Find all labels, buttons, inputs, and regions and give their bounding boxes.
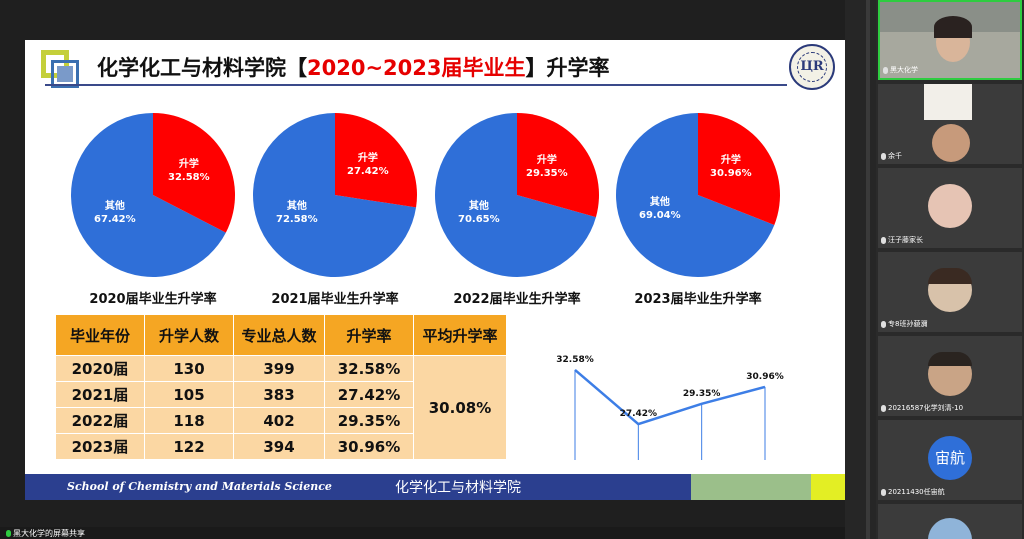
pie-study-label: 升学 27.42% bbox=[347, 153, 389, 177]
table-cell: 122 bbox=[144, 433, 234, 460]
table-header: 平均升学率 bbox=[413, 314, 507, 356]
microphone-icon bbox=[6, 530, 11, 537]
pie-chart-2021: 升学 27.42% 其他 72.58% bbox=[250, 110, 420, 280]
avatar: 宙航 bbox=[928, 436, 972, 480]
participant-name: 黑大化学 bbox=[883, 65, 918, 75]
pie-other-label: 其他 70.65% bbox=[458, 201, 500, 225]
pie-other-label: 其他 67.42% bbox=[94, 201, 136, 225]
table-header-row: 毕业年份 升学人数 专业总人数 升学率 平均升学率 bbox=[55, 314, 507, 356]
pie-other-label: 其他 72.58% bbox=[276, 201, 318, 225]
table-header: 升学率 bbox=[324, 314, 414, 356]
table-cell: 2020届 bbox=[55, 355, 145, 382]
avatar bbox=[928, 184, 972, 228]
trend-line-chart: 32.58% 27.42% 29.35% 30.96% bbox=[556, 355, 784, 460]
panel-gap bbox=[845, 0, 876, 539]
pie-slice-other bbox=[616, 113, 775, 277]
pie-slice-other bbox=[434, 113, 596, 277]
data-label: 29.35% bbox=[683, 389, 721, 399]
university-seal: ЦR bbox=[789, 44, 835, 90]
table-header: 专业总人数 bbox=[233, 314, 325, 356]
footer-english: School of Chemistry and Materials Scienc… bbox=[67, 480, 332, 493]
microphone-icon bbox=[881, 320, 886, 328]
pie-other-label: 其他 69.04% bbox=[639, 197, 681, 221]
screen-share-label: 黑大化学的屏幕共享 bbox=[6, 528, 85, 539]
participant-name: 20216587化学刘清-10 bbox=[881, 403, 963, 413]
microphone-icon bbox=[881, 404, 886, 412]
avatar bbox=[932, 124, 970, 162]
participant-name: 余千 bbox=[881, 151, 902, 161]
table-row: 2023届 122 394 30.96% bbox=[55, 433, 507, 460]
table-cell: 402 bbox=[233, 407, 325, 434]
admission-table: 毕业年份 升学人数 专业总人数 升学率 平均升学率 2020届 130 399 … bbox=[55, 314, 507, 460]
data-label: 30.96% bbox=[746, 372, 784, 382]
participant-name: 20211430任宙航 bbox=[881, 487, 945, 497]
slide-footer: School of Chemistry and Materials Scienc… bbox=[25, 474, 845, 500]
table-cell: 30.96% bbox=[324, 433, 414, 460]
participant-tile[interactable]: 20216587化学刘清-10 bbox=[878, 336, 1022, 416]
table-header: 毕业年份 bbox=[55, 314, 145, 356]
participant-tile[interactable]: 余千 bbox=[878, 84, 1022, 164]
table-cell: 118 bbox=[144, 407, 234, 434]
pie-caption-2021: 2021届毕业生升学率 bbox=[271, 292, 399, 307]
participant-tile[interactable]: 宙航 20211430任宙航 bbox=[878, 420, 1022, 500]
pie-chart-2022: 升学 29.35% 其他 70.65% bbox=[432, 110, 602, 280]
table-cell: 29.35% bbox=[324, 407, 414, 434]
pie-caption-2023: 2023届毕业生升学率 bbox=[634, 292, 762, 307]
data-label: 27.42% bbox=[620, 409, 658, 419]
pie-slice-study bbox=[517, 113, 599, 218]
pie-slice-study bbox=[335, 113, 417, 208]
pie-caption-2020: 2020届毕业生升学率 bbox=[89, 292, 217, 307]
microphone-icon bbox=[881, 236, 886, 244]
data-label: 32.58% bbox=[556, 355, 594, 365]
pie-slice-other bbox=[70, 113, 226, 277]
table-cell: 27.42% bbox=[324, 381, 414, 408]
pie-study-label: 升学 32.58% bbox=[168, 159, 210, 183]
participant-sidebar: 黑大化学 余千 汪子藤家长 专8班孙藐瀰 20216587化学刘清-10 宙航 … bbox=[876, 0, 1024, 539]
table-cell: 394 bbox=[233, 433, 325, 460]
participant-tile[interactable]: 汪子藤家长 bbox=[878, 168, 1022, 248]
participant-tile[interactable]: 黑大化学 bbox=[878, 0, 1022, 80]
pie-study-label: 升学 29.35% bbox=[526, 155, 568, 179]
participant-name: 专8班孙藐瀰 bbox=[881, 319, 927, 329]
series-line bbox=[574, 368, 766, 426]
microphone-icon bbox=[881, 488, 886, 496]
table-row: 2020届 130 399 32.58% 30.08% bbox=[55, 355, 507, 460]
shared-slide: 化学化工与材料学院【2020~2023届毕业生】升学率 ЦR 升学 32.58% … bbox=[25, 40, 845, 500]
school-logo bbox=[41, 50, 79, 88]
table-header: 升学人数 bbox=[144, 314, 234, 356]
participant-name: 汪子藤家长 bbox=[881, 235, 923, 245]
table-cell: 2021届 bbox=[55, 381, 145, 408]
avatar bbox=[928, 518, 972, 539]
scrollbar[interactable] bbox=[866, 0, 870, 539]
pie-chart-2020: 升学 32.58% 其他 67.42% bbox=[68, 110, 238, 280]
table-cell: 32.58% bbox=[324, 355, 414, 382]
pie-chart-2023: 升学 30.96% 其他 69.04% bbox=[613, 110, 783, 280]
microphone-icon bbox=[883, 66, 888, 74]
table-row: 2021届 105 383 27.42% bbox=[55, 381, 507, 408]
pie-slice-study bbox=[698, 113, 780, 225]
page-title: 化学化工与材料学院【2020~2023届毕业生】升学率 bbox=[97, 56, 610, 80]
table-cell: 383 bbox=[233, 381, 325, 408]
pie-slice-other bbox=[252, 113, 417, 277]
share-status-bar: 黑大化学的屏幕共享 bbox=[0, 527, 845, 539]
table-cell: 105 bbox=[144, 381, 234, 408]
participant-tile[interactable]: 专8班孙藐瀰 bbox=[878, 252, 1022, 332]
pie-slice-study bbox=[153, 113, 235, 233]
footer-chinese: 化学化工与材料学院 bbox=[395, 480, 521, 496]
table-cell: 2023届 bbox=[55, 433, 145, 460]
microphone-icon bbox=[881, 152, 886, 160]
table-cell: 2022届 bbox=[55, 407, 145, 434]
title-divider bbox=[45, 84, 787, 86]
participant-tile[interactable] bbox=[878, 504, 1022, 539]
table-cell: 399 bbox=[233, 355, 325, 382]
pie-study-label: 升学 30.96% bbox=[710, 155, 752, 179]
average-cell: 30.08% bbox=[413, 355, 507, 460]
pie-caption-2022: 2022届毕业生升学率 bbox=[453, 292, 581, 307]
table-cell: 130 bbox=[144, 355, 234, 382]
